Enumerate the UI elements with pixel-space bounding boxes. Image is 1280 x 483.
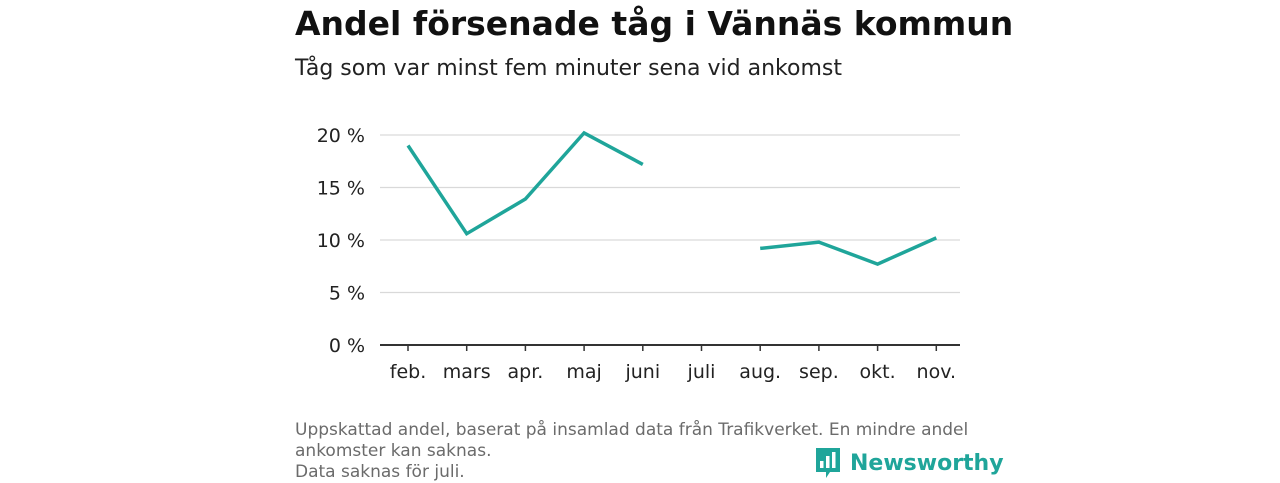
gridlines: [380, 134, 960, 294]
chart-title: Andel försenade tåg i Vännäs kommun: [295, 4, 1014, 43]
footnote-line-2: ankomster kan saknas.: [295, 441, 492, 461]
footnote-line-3: Data saknas för juli.: [295, 462, 465, 482]
x-tick-label: maj: [566, 361, 601, 383]
x-tick-label: sep.: [799, 361, 839, 383]
chart-subtitle: Tåg som var minst fem minuter sena vid a…: [295, 56, 842, 81]
x-tick-label: aug.: [739, 361, 781, 383]
x-tick-label: apr.: [507, 361, 543, 383]
x-tick-label: juli: [687, 361, 716, 383]
series-line-segment: [760, 236, 938, 266]
x-tick-label: feb.: [390, 361, 426, 383]
bar-chart-speech-bubble-icon: [816, 448, 840, 478]
brand-logo: Newsworthy: [814, 446, 1004, 480]
y-tick-label: 5 %: [329, 283, 365, 305]
x-tick-label: okt.: [860, 361, 896, 383]
x-axis: [380, 344, 960, 351]
footnote-line-1: Uppskattad andel, baserat på insamlad da…: [295, 420, 969, 440]
y-tick-label: 0 %: [329, 335, 365, 357]
footnote: Uppskattad andel, baserat på insamlad da…: [295, 420, 985, 483]
y-tick-label: 20 %: [317, 125, 365, 147]
brand-name: Newsworthy: [850, 450, 1004, 476]
line-chart: 0 % 5 % 10 % 15 % 20 % feb. mars apr. maj juni ju…: [317, 125, 960, 383]
x-axis-tick-labels: feb. mars apr. maj juni juli aug. sep. okt. nov.: [390, 361, 956, 383]
series-line-segment: [406, 130, 644, 237]
x-tick-label: juni: [624, 361, 660, 383]
x-tick-label: nov.: [917, 361, 956, 383]
y-tick-label: 15 %: [317, 178, 365, 200]
series-lines: [406, 130, 938, 266]
y-axis-tick-labels: 0 % 5 % 10 % 15 % 20 %: [317, 125, 365, 357]
y-tick-label: 10 %: [317, 230, 365, 252]
x-tick-label: mars: [443, 361, 491, 383]
